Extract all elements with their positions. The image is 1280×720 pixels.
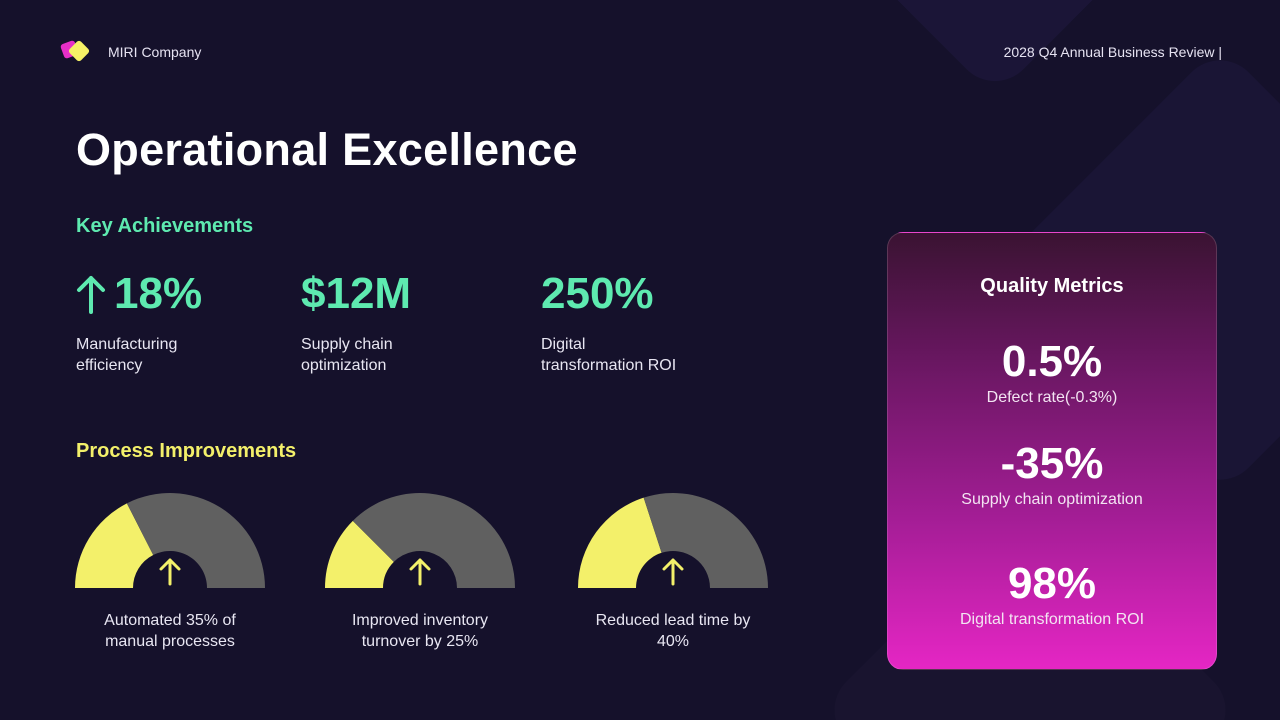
- company-name: MIRI Company: [108, 44, 202, 60]
- key-achievements-heading: Key Achievements: [76, 215, 254, 237]
- metric-value: 98%: [1007, 559, 1097, 608]
- achievement-label: Digital: [541, 336, 586, 353]
- metric-digital-roi: 98% Digital transformation ROI: [888, 559, 1216, 629]
- achievement-label: Supply chain: [301, 336, 393, 353]
- arrow-up-icon: [77, 276, 105, 314]
- review-title: 2028 Q4 Annual Business Review |: [1003, 44, 1222, 60]
- arrow-up-icon: [159, 558, 181, 586]
- achievement-label: optimization: [301, 357, 387, 374]
- achievement-digital-roi: 250% Digital transformation ROI: [541, 268, 676, 376]
- gauge-label: 40%: [656, 633, 690, 650]
- gauge-label: Automated 35% of: [104, 612, 236, 629]
- process-improvements-heading: Process Improvements: [76, 440, 297, 462]
- quality-metrics-card: Quality Metrics 0.5% Defect rate(-0.3%) …: [887, 232, 1217, 670]
- metric-value: 0.5%: [1001, 337, 1103, 386]
- gauge-label: Reduced lead time by: [595, 612, 751, 629]
- achievement-label: Manufacturing: [76, 336, 178, 353]
- arrow-up-icon: [409, 558, 431, 586]
- gauge-inventory: Improved inventory turnover by 25%: [320, 490, 520, 652]
- achievement-label: transformation ROI: [541, 357, 677, 374]
- gauge-label: manual processes: [105, 633, 235, 650]
- metric-value: -35%: [1000, 439, 1104, 488]
- achievement-value: 250%: [541, 269, 654, 318]
- gauge-label: Improved inventory: [351, 612, 489, 629]
- gauge-chart: [75, 493, 265, 588]
- achievement-manufacturing: 18% Manufacturing efficiency: [76, 268, 202, 376]
- page-title: Operational Excellence: [76, 124, 578, 175]
- achievement-value: 18%: [114, 269, 203, 318]
- metric-supply-chain: -35% Supply chain optimization: [888, 439, 1216, 509]
- metric-label: Digital transformation ROI: [959, 611, 1145, 628]
- metric-defect-rate: 0.5% Defect rate(-0.3%): [888, 337, 1216, 407]
- achievement-value: $12M: [301, 269, 412, 318]
- achievement-supply-chain: $12M Supply chain optimization: [301, 268, 411, 376]
- gauge-automation: Automated 35% of manual processes: [70, 490, 270, 652]
- card-title: Quality Metrics: [980, 275, 1124, 297]
- metric-label: Defect rate(-0.3%): [986, 389, 1118, 406]
- company-logo: [58, 39, 94, 65]
- gauge-chart: [325, 493, 515, 588]
- gauge-lead-time: Reduced lead time by 40%: [573, 490, 773, 652]
- achievement-label: efficiency: [76, 357, 143, 374]
- gauge-label: turnover by 25%: [361, 633, 479, 650]
- metric-label: Supply chain optimization: [961, 491, 1143, 508]
- gauge-chart: [578, 493, 768, 588]
- arrow-up-icon: [662, 558, 684, 586]
